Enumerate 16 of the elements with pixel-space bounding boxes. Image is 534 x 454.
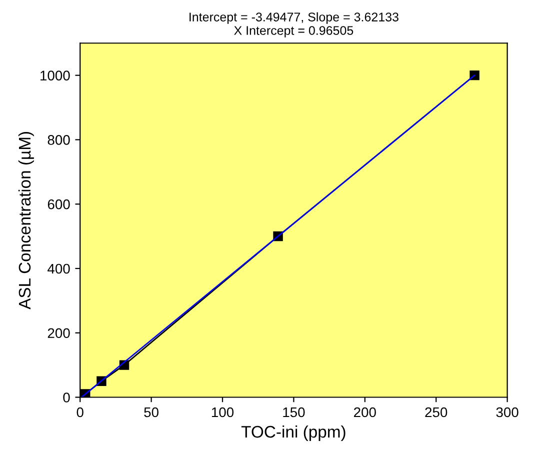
y-axis-title: ASL Concentration (µM) [18, 132, 34, 310]
y-tick-label: 400 [48, 264, 70, 274]
chart-title: Intercept = -3.49477, Slope = 3.62133 X Intercept = 0.96505 [190, 12, 398, 38]
x-tick-label: 0 [76, 407, 84, 418]
x-tick-label: 100 [212, 407, 234, 418]
y-tick-label: 200 [48, 328, 70, 338]
x-tick-label: 250 [425, 407, 448, 418]
x-tick-label: 300 [496, 407, 518, 418]
y-tick-label: 800 [48, 135, 70, 145]
x-axis-title: TOC-ini (ppm) [241, 425, 346, 442]
x-tick-label: 200 [354, 407, 376, 418]
x-tick-label: 150 [283, 407, 305, 418]
y-tick-label: 0 [63, 392, 70, 402]
y-tick-label: 1000 [40, 70, 70, 80]
x-tick-label: 50 [144, 407, 158, 418]
y-tick-label: 600 [48, 199, 70, 210]
